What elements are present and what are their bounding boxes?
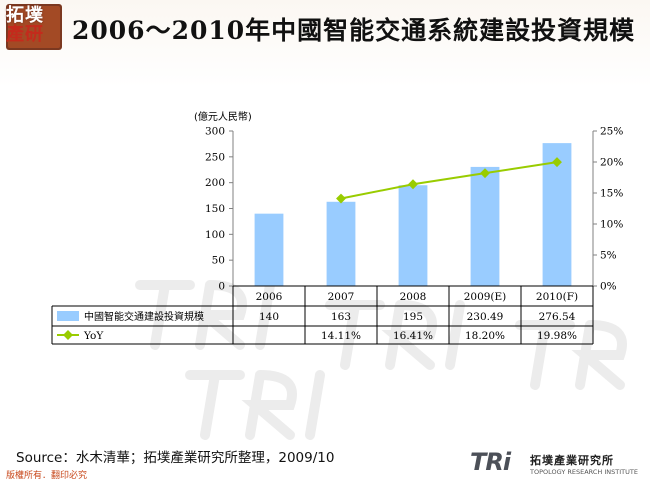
logo-badge <box>6 4 62 50</box>
legend-swatch-marker <box>63 330 73 340</box>
x-tick-label: 2008 <box>400 291 427 303</box>
y-tick-label-right: 25% <box>600 126 623 138</box>
data-label-yoy: 14.11% <box>321 330 361 342</box>
copyright-note: 版權所有．翻印必究 <box>6 471 88 481</box>
data-label-bar: 163 <box>331 311 351 323</box>
x-tick-label: 2010(F) <box>536 291 578 303</box>
data-label-yoy: 18.20% <box>465 330 505 342</box>
y-tick-label-left: 150 <box>205 203 225 215</box>
y-tick-label-right: 5% <box>600 250 617 262</box>
logo-text: 拓墣 產研 <box>6 6 44 44</box>
data-label-bar: 230.49 <box>467 311 504 323</box>
yoy-point <box>552 157 562 168</box>
bar <box>254 213 284 286</box>
x-tick-label: 2006 <box>256 291 283 303</box>
bar <box>470 166 500 286</box>
yoy-point <box>408 179 418 190</box>
y-tick-label-right: 20% <box>600 157 623 169</box>
source-note: Source：水木清華；拓墣產業研究所整理，2009/10 <box>16 450 335 466</box>
y-tick-label-left: 300 <box>205 126 225 138</box>
chart: (億元人民幣) 0 50 100 150 200 250 300 0% 5% 10% 15% 20%… <box>51 110 623 345</box>
data-label-bar: 195 <box>403 311 423 323</box>
data-label-bar: 276.54 <box>539 311 576 323</box>
yoy-point <box>336 193 346 204</box>
brand-name-cn: 拓墣產業研究所 <box>530 454 614 467</box>
legend-label-line: YoY <box>83 330 104 342</box>
page-title: 2006～2010年中國智能交通系統建設投資規模 <box>72 16 636 45</box>
legend-label-bar: 中國智能交通建設投資規模 <box>84 310 204 323</box>
y-tick-label-left: 200 <box>205 177 225 189</box>
y-tick-label-right: 10% <box>600 219 623 231</box>
y-tick-label-left: 100 <box>205 229 225 241</box>
logo-text-line2: 產研 <box>6 24 44 45</box>
data-label-yoy: 19.98% <box>537 330 577 342</box>
logo-text-line1: 拓墣 <box>6 5 44 26</box>
y-tick-label-left: 250 <box>205 151 225 163</box>
bar <box>326 201 356 286</box>
y-tick-label-right: 0% <box>600 281 617 293</box>
yoy-series-line <box>340 161 558 200</box>
data-label-yoy: 16.41% <box>393 330 433 342</box>
y-tick-label-left: 0 <box>218 281 225 293</box>
brand-logo-tri: TRi <box>470 448 511 476</box>
y-tick-label-left: 50 <box>212 255 225 267</box>
watermark <box>135 280 627 440</box>
x-tick-label: 2007 <box>328 291 355 303</box>
data-label-bar: 140 <box>259 311 279 323</box>
y-tick-label-right: 15% <box>600 188 623 200</box>
legend-swatch-bar <box>57 311 79 321</box>
x-tick-label: 2009(E) <box>464 291 507 303</box>
brand-name-en: TOPOLOGY RESEARCH INSTITUTE <box>530 468 638 476</box>
yoy-point <box>480 168 490 179</box>
bar <box>398 185 428 286</box>
unit-label: (億元人民幣) <box>194 110 252 123</box>
